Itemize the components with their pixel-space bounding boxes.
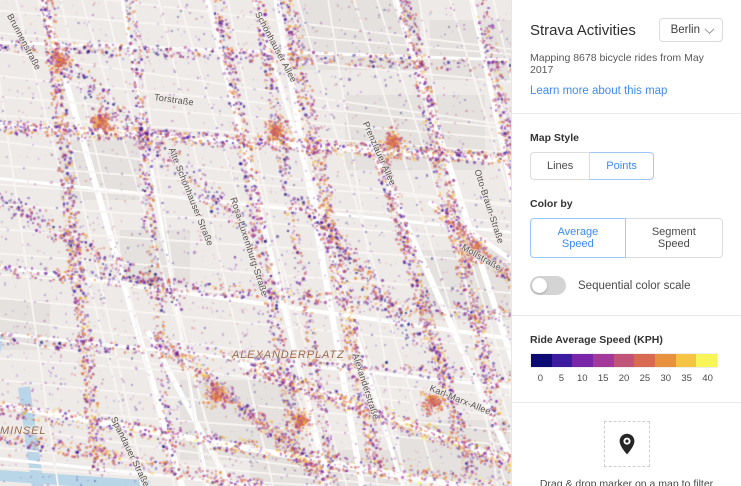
color-scale-tick: 0 (530, 373, 551, 384)
toggle-knob (532, 278, 547, 293)
sequential-color-scale-row: Sequential color scale (530, 276, 723, 295)
legend-section: Ride Average Speed (KPH) 0 5 10 15 20 25 30 35 4… (512, 316, 741, 384)
color-scale-tick: 30 (655, 373, 676, 384)
filter-help-text: Drag & drop marker on a map to filter by… (512, 467, 741, 486)
color-scale-swatch (531, 354, 552, 367)
sidebar-panel: Strava Activities Berlin Mapping 8678 bi… (511, 0, 741, 486)
map-place-label: MINSEL (0, 425, 46, 437)
sequential-color-scale-toggle[interactable] (530, 276, 566, 295)
start-point-filter-section: Drag & drop marker on a map to filter by… (512, 421, 741, 486)
color-by-section: Color by Average Speed Segment Speed Seq… (512, 180, 741, 295)
map-pin-icon (618, 433, 636, 455)
sequential-color-scale-label: Sequential color scale (578, 280, 691, 292)
color-by-option-segment-speed[interactable]: Segment Speed (626, 218, 723, 258)
color-by-label: Color by (530, 198, 723, 210)
color-scale-swatch (552, 354, 573, 367)
map-style-segmented-control: Lines Points (530, 152, 654, 180)
color-by-segmented-control: Average Speed Segment Speed (530, 218, 723, 258)
map-style-option-lines[interactable]: Lines (530, 152, 590, 180)
color-scale-swatch (634, 354, 655, 367)
color-scale-swatch (614, 354, 635, 367)
sidebar-header: Strava Activities Berlin (512, 0, 741, 42)
color-scale-swatch (593, 354, 614, 367)
color-scale-swatch (572, 354, 593, 367)
marker-dropzone[interactable] (604, 421, 650, 467)
color-scale-swatch (655, 354, 676, 367)
color-scale-tick: 5 (551, 373, 572, 384)
color-scale-tick: 10 (572, 373, 593, 384)
color-by-option-average-speed[interactable]: Average Speed (530, 218, 626, 258)
city-select-label: Berlin (671, 24, 700, 36)
color-scale-tick: 35 (676, 373, 697, 384)
color-scale-tick: 25 (634, 373, 655, 384)
chevron-down-icon (705, 24, 715, 34)
color-scale-bar (530, 353, 718, 368)
color-scale-swatch (696, 354, 717, 367)
color-scale-tick: 20 (614, 373, 635, 384)
learn-more-link[interactable]: Learn more about this map (512, 76, 741, 113)
map-style-label: Map Style (530, 132, 723, 144)
map-place-label: ALEXANDERPLATZ (232, 349, 345, 361)
city-select[interactable]: Berlin (659, 18, 723, 42)
legend-title: Ride Average Speed (KPH) (530, 334, 723, 346)
map-style-section: Map Style Lines Points (512, 114, 741, 180)
map-subtitle: Mapping 8678 bicycle rides from May 2017 (512, 42, 741, 76)
color-scale-swatch (676, 354, 697, 367)
color-scale-ticks: 0 5 10 15 20 25 30 35 40 (530, 373, 718, 384)
divider-filter (512, 402, 741, 403)
color-scale-tick: 40 (697, 373, 718, 384)
map-style-option-points[interactable]: Points (590, 152, 654, 180)
color-scale-tick: 15 (593, 373, 614, 384)
page-title: Strava Activities (530, 22, 636, 39)
map-canvas[interactable]: Brunnenstraße Torstraße Schönhauser Allee A… (0, 0, 511, 486)
